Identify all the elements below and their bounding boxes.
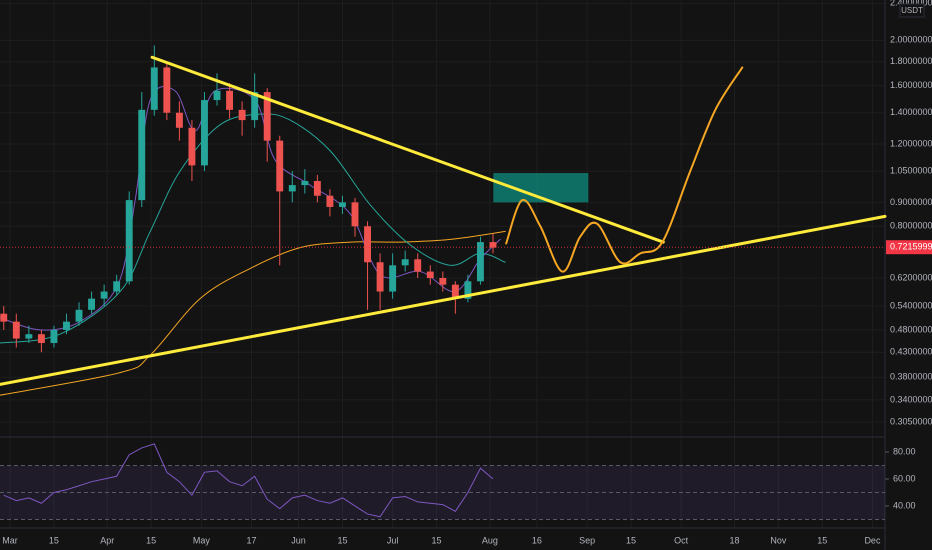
candle-body (263, 92, 271, 141)
candle-body (100, 291, 108, 299)
candle-body (414, 259, 422, 272)
rsi-tick-label: 80.00 (893, 446, 916, 456)
candle-body (476, 242, 484, 282)
candle-body (50, 329, 58, 344)
x-tick-label: Jul (387, 535, 399, 545)
candle-body (75, 309, 83, 322)
candle-body (351, 202, 359, 227)
candle-body (401, 259, 409, 266)
candle-body (389, 265, 397, 292)
x-tick-label: Apr (100, 535, 114, 545)
candle-body (376, 262, 384, 292)
candle-body (251, 92, 259, 121)
candle-body (125, 200, 133, 282)
x-tick-label: 18 (729, 535, 739, 545)
x-tick-label: 17 (247, 535, 257, 545)
candle-body (175, 112, 183, 128)
x-tick-label: Nov (770, 535, 787, 545)
candle-body (226, 90, 234, 110)
rsi-tick-label: 40.00 (893, 500, 916, 510)
candle-body (113, 281, 121, 292)
x-tick-label: Aug (482, 535, 498, 545)
overlay-line (150, 55, 665, 244)
candle-body (88, 298, 96, 310)
candle-body (364, 226, 371, 263)
y-tick-label: 0.30500000 (890, 416, 932, 426)
candle-body (288, 185, 296, 192)
candle-body (0, 313, 8, 322)
last-price-box (886, 240, 932, 255)
x-tick-label: Dec (864, 535, 881, 545)
candle-body (213, 90, 221, 101)
overlay-line (505, 66, 744, 273)
x-tick-label: 15 (146, 535, 156, 545)
rsi-line (3, 443, 494, 518)
candle-body (276, 140, 284, 192)
x-tick-label: Mar (2, 535, 18, 545)
overlay-line (0, 230, 506, 396)
candle-body (464, 281, 472, 299)
unit-box (899, 3, 925, 18)
x-tick-label: May (193, 535, 211, 545)
y-tick-label: 1.60000000 (890, 80, 932, 90)
x-tick-label: 15 (817, 535, 827, 545)
candle-body (12, 321, 20, 339)
candle-body (150, 67, 158, 110)
candle-body (25, 334, 33, 339)
x-tick-label: 16 (532, 535, 542, 545)
x-tick-label: Sep (579, 535, 595, 545)
overlay-line (0, 214, 887, 386)
candle-body (489, 242, 497, 248)
candle-body (451, 284, 459, 299)
x-tick-label: 15 (432, 535, 442, 545)
candle-body (138, 109, 146, 201)
candle-body (313, 180, 321, 196)
candle-body (188, 127, 196, 166)
y-tick-label: 2.00000000 (890, 35, 932, 45)
x-tick-label: Oct (674, 535, 689, 545)
candle-body (439, 277, 447, 285)
candle-body (426, 271, 434, 278)
candle-body (326, 195, 334, 207)
candle-body (339, 202, 346, 207)
unit-label: USDT (901, 6, 923, 15)
candle-body (163, 67, 171, 113)
candle-body (201, 100, 208, 166)
x-tick-label: 15 (49, 535, 59, 545)
candle-body (301, 180, 309, 186)
x-tick-label: Jun (291, 535, 306, 545)
y-tick-label: 1.20000000 (890, 138, 932, 148)
candle-body (37, 334, 45, 344)
last-price-label: 0.72159992 (890, 242, 932, 252)
x-tick-label: 15 (626, 535, 636, 545)
y-tick-label: 1.40000000 (890, 107, 932, 117)
x-tick-label: 15 (337, 535, 347, 545)
candle-body (238, 109, 246, 121)
rsi-tick-label: 60.00 (893, 473, 916, 483)
candle-body (63, 321, 70, 330)
overlay-line (0, 113, 506, 344)
